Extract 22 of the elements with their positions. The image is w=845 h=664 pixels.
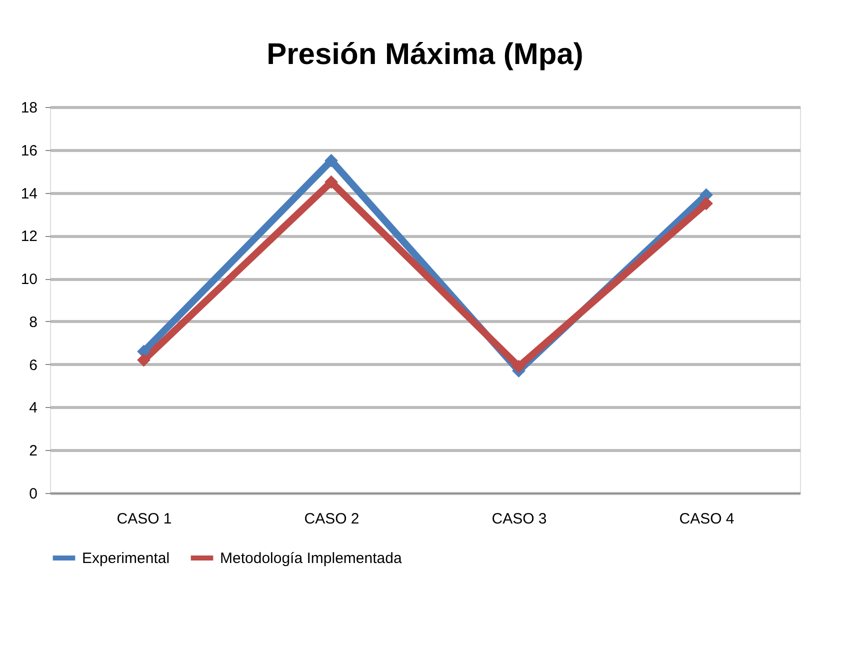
- legend-label: Experimental: [82, 550, 170, 567]
- chart-title: Presión Máxima (Mpa): [266, 38, 584, 71]
- point: [324, 175, 338, 189]
- y-tick-label: 10: [20, 271, 38, 288]
- x-tick-label: CASO 3: [492, 510, 547, 528]
- legend-label: Metodología Implementada: [220, 550, 402, 567]
- point: [324, 154, 338, 168]
- x-tick-label: CASO 1: [116, 510, 172, 528]
- y-tick-label: 2: [29, 442, 38, 460]
- point: [512, 360, 526, 374]
- x-tick-label: CASO 2: [304, 510, 360, 528]
- y-tick-label: 14: [20, 185, 38, 202]
- y-tick-label: 4: [29, 400, 38, 417]
- y-tick-label: 8: [29, 314, 38, 331]
- y-tick-label: 18: [20, 100, 38, 116]
- point: [700, 196, 713, 210]
- y-tick-label: 0: [29, 486, 38, 502]
- point: [137, 353, 150, 367]
- x-tick-label: CASO 4: [679, 510, 734, 528]
- y-tick-label: 12: [20, 228, 38, 246]
- y-tick-label: 16: [20, 142, 38, 160]
- y-tick-label: 6: [29, 356, 38, 374]
